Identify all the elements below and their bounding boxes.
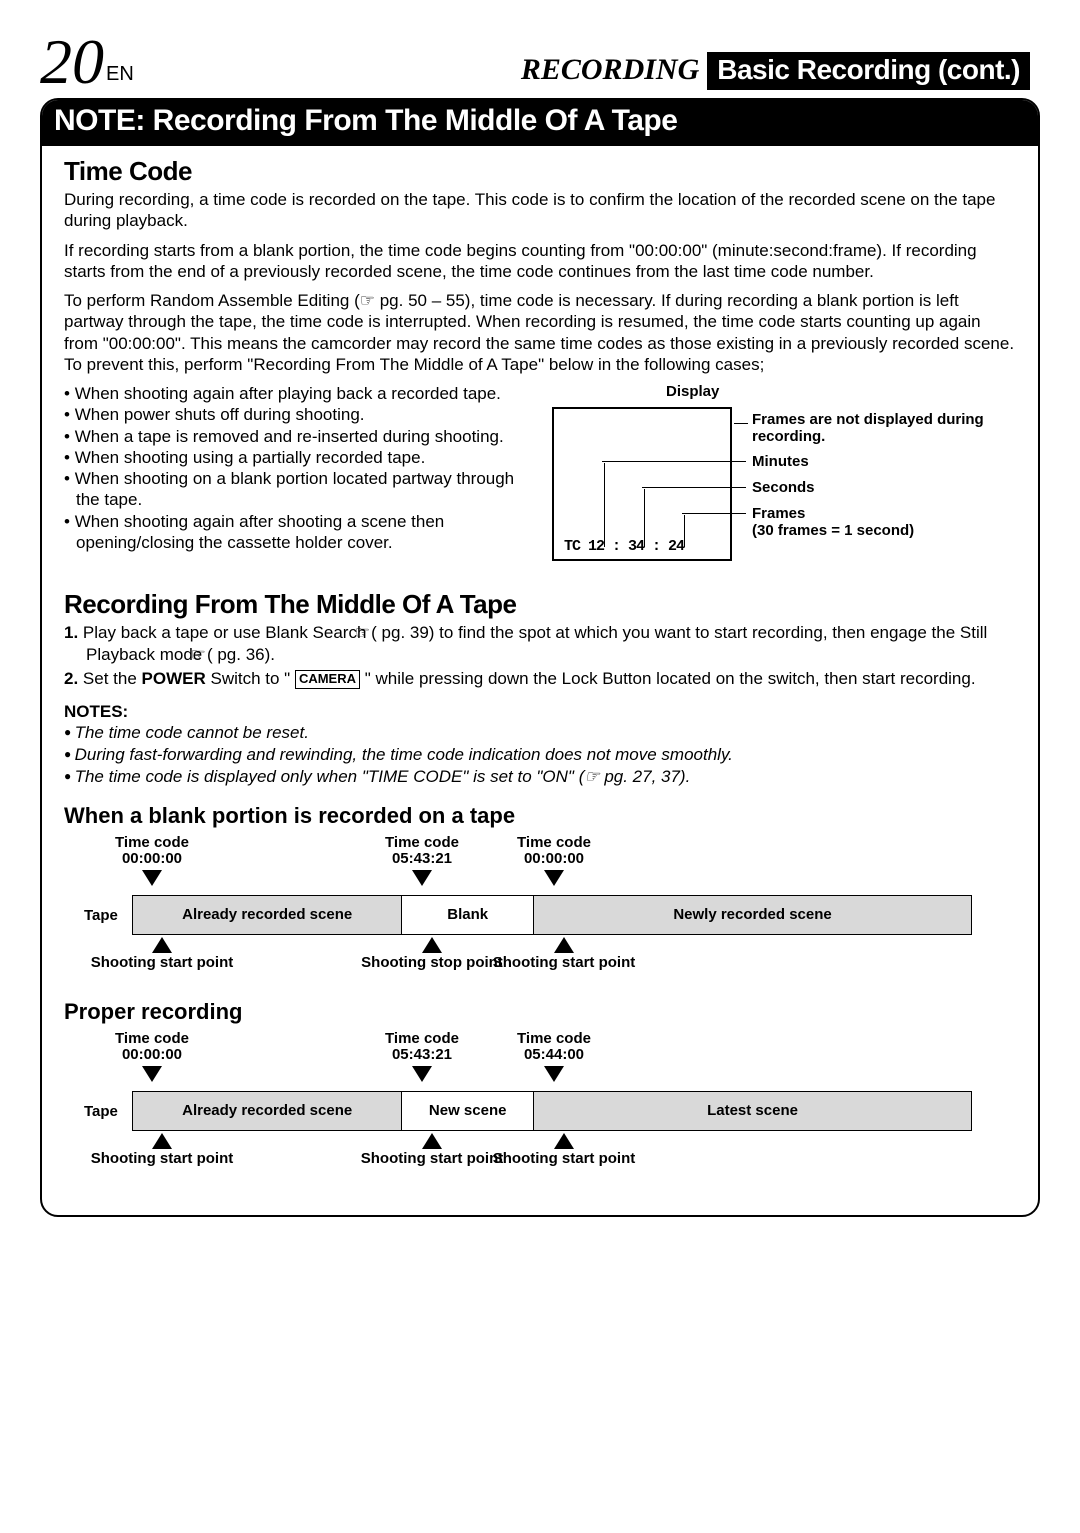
- riser-minutes: [604, 463, 605, 547]
- section-title-band: RECORDING Basic Recording (cont.): [521, 48, 1040, 94]
- time-code-heading: Time Code: [64, 156, 1016, 187]
- tc-readout: TC 12 : 34 : 24: [564, 538, 684, 555]
- tape-segment: Blank: [402, 896, 534, 934]
- tape-label: Tape: [84, 907, 118, 924]
- time-code-p2: If recording starts from a blank portion…: [64, 240, 1016, 283]
- page-number: 20: [40, 30, 104, 94]
- tape-segment: Newly recorded scene: [534, 896, 971, 934]
- step1-c: pg. 36).: [213, 645, 275, 664]
- timecode-marker-top: Time code00:00:00: [92, 1031, 212, 1082]
- note-banner: NOTE: Recording From The Middle Of A Tap…: [42, 100, 1038, 146]
- tape-segment: Latest scene: [534, 1092, 971, 1130]
- step1-a: Play back a tape or use Blank Search (: [83, 623, 377, 642]
- seconds-label: Seconds: [752, 479, 815, 496]
- timecode-marker-top: Time code05:43:21: [362, 835, 482, 886]
- time-code-bullets: When shooting again after playing back a…: [64, 383, 532, 553]
- tape-label: Tape: [84, 1103, 118, 1120]
- timecode-marker-top: Time code00:00:00: [494, 835, 614, 886]
- bullets-column: When shooting again after playing back a…: [64, 383, 532, 573]
- lead-frames-note: [734, 423, 748, 424]
- shooting-point-marker: Shooting start point: [72, 937, 252, 972]
- two-column-row: When shooting again after playing back a…: [64, 383, 1016, 573]
- time-code-p1: During recording, a time code is recorde…: [64, 189, 1016, 232]
- frames-sub: (30 frames = 1 second): [752, 522, 914, 539]
- p3-prefix: To perform Random Assemble Editing (: [64, 291, 360, 310]
- timecode-marker-top: Time code05:43:21: [362, 1031, 482, 1082]
- riser-frames: [684, 515, 685, 547]
- bullet-item: When a tape is removed and re-inserted d…: [64, 426, 532, 447]
- section-title-italic: RECORDING: [521, 53, 699, 87]
- minutes-label: Minutes: [752, 453, 809, 470]
- lead-seconds: [642, 487, 746, 488]
- timecode-marker-top: Time code00:00:00: [92, 835, 212, 886]
- tape-segment: Already recorded scene: [133, 896, 402, 934]
- page-header: 20 EN RECORDING Basic Recording (cont.): [40, 30, 1040, 94]
- tape-bar: Already recorded sceneBlankNewly recorde…: [132, 895, 972, 935]
- shooting-point-marker: Shooting start point: [474, 937, 654, 972]
- tape-segment: New scene: [402, 1092, 534, 1130]
- step2-b: Switch to ": [206, 669, 295, 688]
- bullet-item: When shooting on a blank portion located…: [64, 468, 532, 511]
- display-diagram-column: Display TC 12 : 34 : 24 Frames are not d…: [546, 383, 1016, 573]
- timecode-marker-top: Time code05:44:00: [494, 1031, 614, 1082]
- diagram2-heading: Proper recording: [64, 999, 1016, 1025]
- bullet-item: When shooting using a partially recorded…: [64, 447, 532, 468]
- diagram1-heading: When a blank portion is recorded on a ta…: [64, 803, 1016, 829]
- notes-heading: NOTES:: [64, 702, 1016, 722]
- step2-power: POWER: [142, 669, 206, 688]
- time-code-p3: To perform Random Assemble Editing (☞ pg…: [64, 290, 1016, 375]
- display-screen: TC 12 : 34 : 24: [552, 407, 732, 561]
- display-diagram: Display TC 12 : 34 : 24 Frames are not d…: [546, 383, 1016, 573]
- frames-text: Frames: [752, 505, 805, 522]
- note-item: During fast-forwarding and rewinding, th…: [64, 744, 1016, 766]
- rec-from-middle-heading: Recording From The Middle Of A Tape: [64, 589, 1016, 620]
- section-title-chain: Basic Recording (cont.): [707, 52, 1030, 90]
- step2-a: Set the: [83, 669, 142, 688]
- note-item: The time code cannot be reset.: [64, 722, 1016, 744]
- display-label: Display: [666, 383, 719, 400]
- riser-seconds: [644, 489, 645, 547]
- tape-diagram-2: Tape Already recorded sceneNew sceneLate…: [64, 1031, 984, 1181]
- steps-list: Play back a tape or use Blank Search (☞ …: [64, 622, 1016, 690]
- camera-mode-box: CAMERA: [295, 670, 360, 689]
- tape-segment: Already recorded scene: [133, 1092, 402, 1130]
- bullet-item: When power shuts off during shooting.: [64, 404, 532, 425]
- lead-frames: [682, 513, 746, 514]
- step-1: Play back a tape or use Blank Search (☞ …: [64, 622, 1016, 666]
- notes-list: The time code cannot be reset.During fas…: [64, 722, 1016, 788]
- page-number-wrap: 20 EN: [40, 30, 134, 94]
- step2-c: " while pressing down the Lock Button lo…: [360, 669, 976, 688]
- lead-minutes: [602, 461, 746, 462]
- bullet-item: When shooting again after shooting a sce…: [64, 511, 532, 554]
- language-code: EN: [106, 63, 134, 86]
- frames-not-displayed-label: Frames are not displayed during recordin…: [752, 411, 1012, 445]
- shooting-point-marker: Shooting start point: [72, 1133, 252, 1168]
- tape-bar: Already recorded sceneNew sceneLatest sc…: [132, 1091, 972, 1131]
- reference-icon: ☞: [360, 290, 375, 311]
- bullet-item: When shooting again after playing back a…: [64, 383, 532, 404]
- step-2: Set the POWER Switch to " CAMERA " while…: [64, 668, 1016, 690]
- note-item: The time code is displayed only when "TI…: [64, 766, 1016, 788]
- shooting-point-marker: Shooting start point: [474, 1133, 654, 1168]
- main-content-box: NOTE: Recording From The Middle Of A Tap…: [40, 98, 1040, 1217]
- tape-diagram-1: Tape Already recorded sceneBlankNewly re…: [64, 835, 984, 985]
- frames-label: Frames (30 frames = 1 second): [752, 505, 914, 539]
